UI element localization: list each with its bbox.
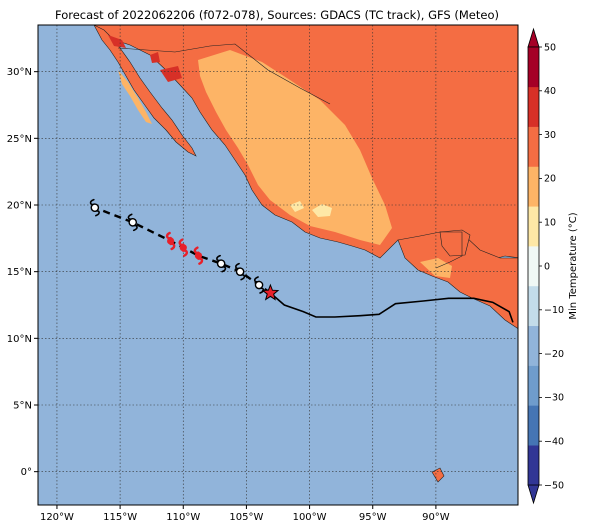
- axis-ticks: 120°W 115°W 110°W 105°W 100°W 95°W 90°W 30°N 25°…: [7, 67, 450, 523]
- land-hot-sonora: [108, 35, 126, 48]
- lon-tick-label: 115°W: [103, 512, 137, 523]
- colorbar-segment: [528, 405, 539, 446]
- lon-tick-label: 90°W: [422, 512, 450, 523]
- lon-tick-label: 105°W: [229, 512, 263, 523]
- lat-tick-label: 0°: [21, 467, 32, 478]
- colorbar-tick-label: −50: [544, 480, 564, 491]
- lat-tick-label: 25°N: [7, 134, 32, 145]
- colorbar-tick-label: 0: [544, 261, 550, 272]
- lat-tick-label: 20°N: [7, 201, 32, 212]
- lon-tick-label: 110°W: [166, 512, 200, 523]
- colorbar-segment: [528, 126, 539, 167]
- colorbar-tick-label: −30: [544, 393, 564, 404]
- border-us-mexico: [117, 43, 331, 105]
- colorbar-tick-label: −20: [544, 349, 564, 360]
- lon-tick-label: 100°W: [293, 512, 327, 523]
- land-high-terrain-2: [290, 201, 304, 212]
- colorbar-tick-label: 40: [544, 86, 556, 97]
- lat-tick-label: 5°N: [13, 401, 32, 412]
- map-frame: [37, 24, 519, 506]
- colorbar-title: Min Temperature (°C): [568, 212, 579, 319]
- tropical-storm-symbol-icon: [89, 198, 100, 217]
- lat-tick-label: 30°N: [7, 67, 32, 78]
- land-baja-california: [93, 25, 197, 157]
- colorbar-segment: [528, 86, 539, 127]
- colorbar-segment: [528, 166, 539, 207]
- tropical-storm-symbol-icon: [127, 213, 138, 232]
- colorbar-segment: [528, 47, 539, 88]
- colorbar-max-extension: [527, 27, 540, 48]
- map-plot-area: [38, 25, 518, 505]
- colorbar-tick-label: 30: [544, 130, 556, 141]
- colorbar-min-extension: [527, 484, 540, 505]
- land-baja-cool-patch: [118, 70, 152, 124]
- lat-tick-label: 10°N: [7, 334, 32, 345]
- colorbar-tick-label: 20: [544, 174, 556, 185]
- border-guatemala: [435, 231, 463, 269]
- land-hot-patch-2: [150, 52, 160, 63]
- colorbar-segment: [528, 325, 539, 366]
- lon-tick-label: 120°W: [40, 512, 74, 523]
- colorbar-segment: [528, 445, 539, 486]
- current-position-star-icon: [261, 283, 280, 301]
- colorbar-segment: [528, 206, 539, 247]
- land-high-terrain: [312, 204, 332, 217]
- lat-tick-label: 15°N: [7, 267, 32, 278]
- colorbar-segment: [528, 285, 539, 327]
- hurricane-symbol-icon: [165, 231, 176, 251]
- colorbar-segment: [528, 365, 539, 406]
- storm-symbols: [89, 198, 265, 294]
- map-title: Forecast of 2022062206 (f072-078), Sourc…: [55, 8, 499, 22]
- hurricane-symbol-icon: [178, 238, 188, 257]
- colorbar-tick-label: −10: [544, 305, 564, 316]
- tropical-storm-symbol-icon: [254, 276, 265, 294]
- tropical-storm-symbol-icon: [235, 262, 246, 281]
- colorbar-tick-label: 50: [544, 42, 556, 53]
- colorbar-tick-label: 10: [544, 218, 556, 229]
- tropical-storm-symbol-icon: [216, 254, 227, 273]
- observed-track-line: [269, 292, 514, 323]
- lon-tick-label: 95°W: [359, 512, 387, 523]
- colorbar: 50 40 30 20 10 0 −10 −20 −30 −40 −50: [527, 27, 564, 505]
- land-hot-patch: [160, 66, 182, 82]
- land-yucatan: [439, 229, 471, 257]
- colorbar-tick-label: −40: [544, 437, 564, 448]
- gridlines: [38, 25, 518, 505]
- colorbar-segment: [528, 246, 539, 287]
- hurricane-symbol-icon: [193, 246, 204, 265]
